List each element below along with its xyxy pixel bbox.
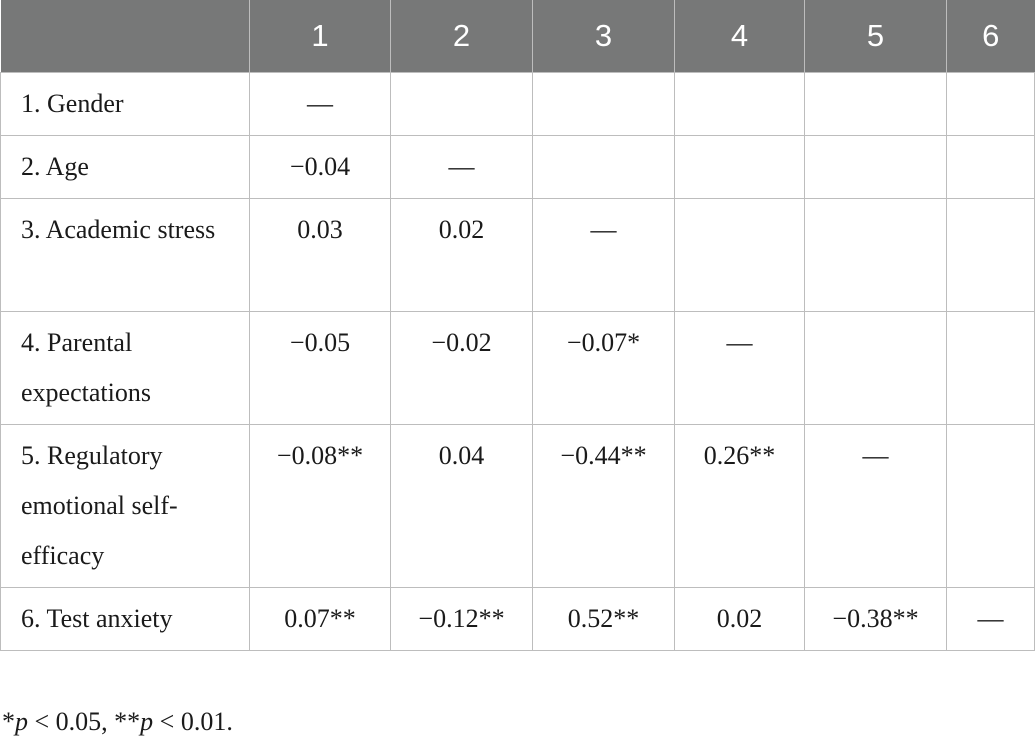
- header-corner: [0, 0, 250, 73]
- footnote-p-2: p: [140, 707, 154, 736]
- footnote-condition-2: < 0.01.: [153, 707, 233, 736]
- table-cell: [804, 135, 947, 199]
- footnote-star-1: *: [2, 707, 15, 736]
- table-row: 5. Regulatory emotional self-efficacy −0…: [0, 424, 1035, 588]
- table-cell: —: [532, 198, 675, 312]
- table-cell: [946, 198, 1035, 312]
- row-label-regulatory-emotional-self-efficacy: 5. Regulatory emotional self-efficacy: [0, 424, 250, 588]
- row-label-academic-stress: 3. Academic stress: [0, 198, 250, 312]
- table-cell: −0.44**: [532, 424, 675, 588]
- table-cell: −0.08**: [249, 424, 391, 588]
- table-cell: —: [946, 587, 1035, 651]
- table-cell: [946, 135, 1035, 199]
- header-col-6: 6: [946, 0, 1035, 73]
- table-cell: 0.04: [390, 424, 533, 588]
- table-cell: [532, 135, 675, 199]
- row-label-test-anxiety: 6. Test anxiety: [0, 587, 250, 651]
- footnote-p-1: p: [15, 707, 28, 736]
- table-cell: —: [390, 135, 533, 199]
- table-cell: 0.02: [674, 587, 805, 651]
- table-cell: —: [249, 72, 391, 136]
- table-cell: 0.52**: [532, 587, 675, 651]
- table-row: 2. Age −0.04 —: [0, 135, 1035, 199]
- table-cell: −0.12**: [390, 587, 533, 651]
- table-cell: [946, 72, 1035, 136]
- table-cell: [804, 198, 947, 312]
- table-cell: [674, 135, 805, 199]
- table-cell: [804, 311, 947, 425]
- table-cell: −0.38**: [804, 587, 947, 651]
- table-row: 3. Academic stress 0.03 0.02 —: [0, 198, 1035, 312]
- table-cell: 0.07**: [249, 587, 391, 651]
- table-row: 6. Test anxiety 0.07** −0.12** 0.52** 0.…: [0, 587, 1035, 651]
- table-cell: [390, 72, 533, 136]
- table-cell: —: [804, 424, 947, 588]
- table-cell: −0.02: [390, 311, 533, 425]
- table-cell: −0.05: [249, 311, 391, 425]
- table-cell: −0.07*: [532, 311, 675, 425]
- correlation-table: 1 2 3 4 5 6 1. Gender — 2. Age −0.04 —: [0, 0, 1035, 651]
- table-cell: −0.04: [249, 135, 391, 199]
- header-col-1: 1: [249, 0, 391, 73]
- table-cell: 0.26**: [674, 424, 805, 588]
- table-cell: [674, 72, 805, 136]
- table-footnote: *p < 0.05, **p < 0.01.: [2, 702, 233, 742]
- table-cell: [946, 311, 1035, 425]
- table-cell: [674, 198, 805, 312]
- table-cell: [946, 424, 1035, 588]
- header-row: 1 2 3 4 5 6: [0, 0, 1035, 73]
- table-cell: —: [674, 311, 805, 425]
- table-cell: [532, 72, 675, 136]
- table-cell: [804, 72, 947, 136]
- table-cell: 0.03: [249, 198, 391, 312]
- footnote-condition-1: < 0.05,: [28, 707, 115, 736]
- row-label-age: 2. Age: [0, 135, 250, 199]
- header-col-2: 2: [390, 0, 533, 73]
- footnote-star-2: **: [114, 707, 141, 736]
- header-col-4: 4: [674, 0, 805, 73]
- header-col-5: 5: [804, 0, 947, 73]
- header-col-3: 3: [532, 0, 675, 73]
- row-label-gender: 1. Gender: [0, 72, 250, 136]
- table-row: 4. Parental expectations −0.05 −0.02 −0.…: [0, 311, 1035, 425]
- table-row: 1. Gender —: [0, 72, 1035, 136]
- row-label-parental-expectations: 4. Parental expectations: [0, 311, 250, 425]
- table-cell: 0.02: [390, 198, 533, 312]
